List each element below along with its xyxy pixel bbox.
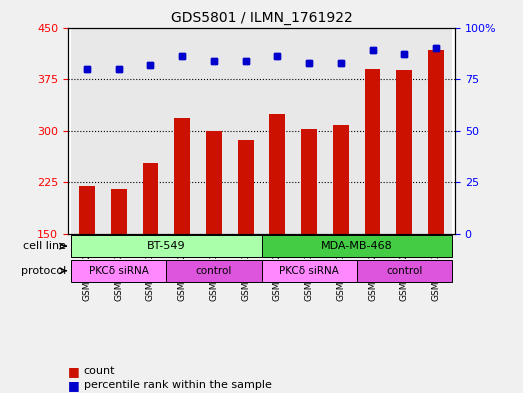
- Bar: [389, 28, 420, 234]
- FancyBboxPatch shape: [262, 235, 452, 257]
- Bar: [262, 28, 293, 234]
- Bar: [166, 28, 198, 234]
- Bar: [71, 28, 103, 234]
- FancyBboxPatch shape: [71, 235, 262, 257]
- FancyBboxPatch shape: [166, 260, 262, 282]
- Text: count: count: [84, 366, 115, 376]
- Bar: [206, 131, 222, 234]
- Text: BT-549: BT-549: [147, 241, 186, 251]
- Bar: [301, 129, 317, 234]
- Bar: [396, 70, 412, 234]
- FancyBboxPatch shape: [71, 260, 166, 282]
- Bar: [174, 118, 190, 234]
- Bar: [238, 140, 254, 234]
- Bar: [230, 28, 262, 234]
- Bar: [198, 28, 230, 234]
- Bar: [79, 186, 95, 234]
- Bar: [174, 118, 190, 234]
- Bar: [333, 125, 349, 234]
- Bar: [365, 69, 380, 234]
- Bar: [79, 186, 95, 234]
- Bar: [134, 28, 166, 234]
- FancyBboxPatch shape: [357, 260, 452, 282]
- Bar: [428, 50, 444, 234]
- Bar: [357, 28, 389, 234]
- Text: MDA-MB-468: MDA-MB-468: [321, 241, 393, 251]
- Bar: [111, 189, 127, 234]
- Text: cell line: cell line: [24, 241, 66, 251]
- Text: percentile rank within the sample: percentile rank within the sample: [84, 380, 271, 390]
- Text: protocol: protocol: [21, 266, 66, 276]
- Bar: [293, 28, 325, 234]
- Bar: [365, 69, 380, 234]
- Text: ■: ■: [68, 365, 79, 378]
- Bar: [238, 140, 254, 234]
- Text: control: control: [386, 266, 423, 276]
- Text: PKCδ siRNA: PKCδ siRNA: [89, 266, 149, 276]
- Bar: [269, 114, 285, 234]
- Bar: [143, 163, 158, 234]
- Bar: [301, 129, 317, 234]
- Bar: [428, 50, 444, 234]
- Bar: [333, 125, 349, 234]
- Bar: [103, 28, 134, 234]
- Text: PKCδ siRNA: PKCδ siRNA: [279, 266, 339, 276]
- Bar: [325, 28, 357, 234]
- Title: GDS5801 / ILMN_1761922: GDS5801 / ILMN_1761922: [170, 11, 353, 25]
- Bar: [420, 28, 452, 234]
- Bar: [396, 70, 412, 234]
- Text: control: control: [196, 266, 232, 276]
- Bar: [206, 131, 222, 234]
- Bar: [111, 189, 127, 234]
- Text: ■: ■: [68, 378, 79, 392]
- Bar: [269, 114, 285, 234]
- Bar: [143, 163, 158, 234]
- FancyBboxPatch shape: [262, 260, 357, 282]
